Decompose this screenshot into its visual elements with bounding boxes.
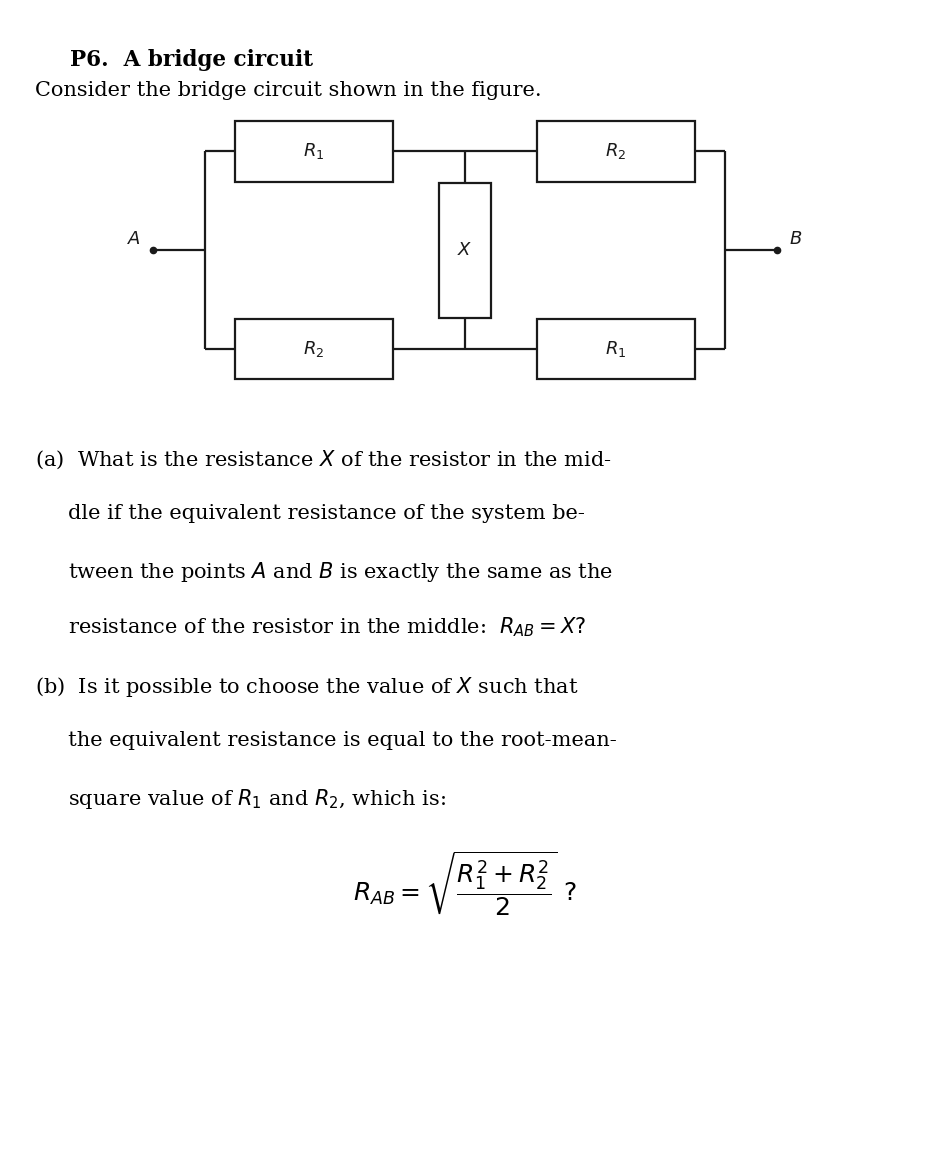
Text: tween the points $A$ and $B$ is exactly the same as the: tween the points $A$ and $B$ is exactly … xyxy=(35,560,614,584)
Text: $B$: $B$ xyxy=(789,229,802,248)
Text: $R_{1}$: $R_{1}$ xyxy=(303,141,325,162)
Text: $R_{2}$: $R_{2}$ xyxy=(605,141,627,162)
Text: $R_{AB} = \sqrt{\dfrac{R_1^2 + R_2^2}{2}}\ ?$: $R_{AB} = \sqrt{\dfrac{R_1^2 + R_2^2}{2}… xyxy=(352,850,578,918)
Text: resistance of the resistor in the middle:  $R_{AB} = X?$: resistance of the resistor in the middle… xyxy=(35,616,587,639)
Text: P6.  A bridge circuit: P6. A bridge circuit xyxy=(70,49,312,71)
Text: the equivalent resistance is equal to the root-mean-: the equivalent resistance is equal to th… xyxy=(35,731,618,750)
Bar xyxy=(235,319,393,379)
Bar xyxy=(235,121,393,182)
Bar xyxy=(537,319,695,379)
Text: $R_{2}$: $R_{2}$ xyxy=(303,339,325,360)
Text: (b)  Is it possible to choose the value of $X$ such that: (b) Is it possible to choose the value o… xyxy=(35,675,578,700)
Text: Consider the bridge circuit shown in the figure.: Consider the bridge circuit shown in the… xyxy=(35,81,542,100)
Bar xyxy=(537,121,695,182)
Text: $X$: $X$ xyxy=(458,241,472,260)
Bar xyxy=(439,183,491,318)
Text: $A$: $A$ xyxy=(127,229,141,248)
Text: dle if the equivalent resistance of the system be-: dle if the equivalent resistance of the … xyxy=(35,504,585,523)
Text: (a)  What is the resistance $X$ of the resistor in the mid-: (a) What is the resistance $X$ of the re… xyxy=(35,448,612,470)
Text: $R_{1}$: $R_{1}$ xyxy=(605,339,627,360)
Text: square value of $R_1$ and $R_2$, which is:: square value of $R_1$ and $R_2$, which i… xyxy=(35,787,446,811)
